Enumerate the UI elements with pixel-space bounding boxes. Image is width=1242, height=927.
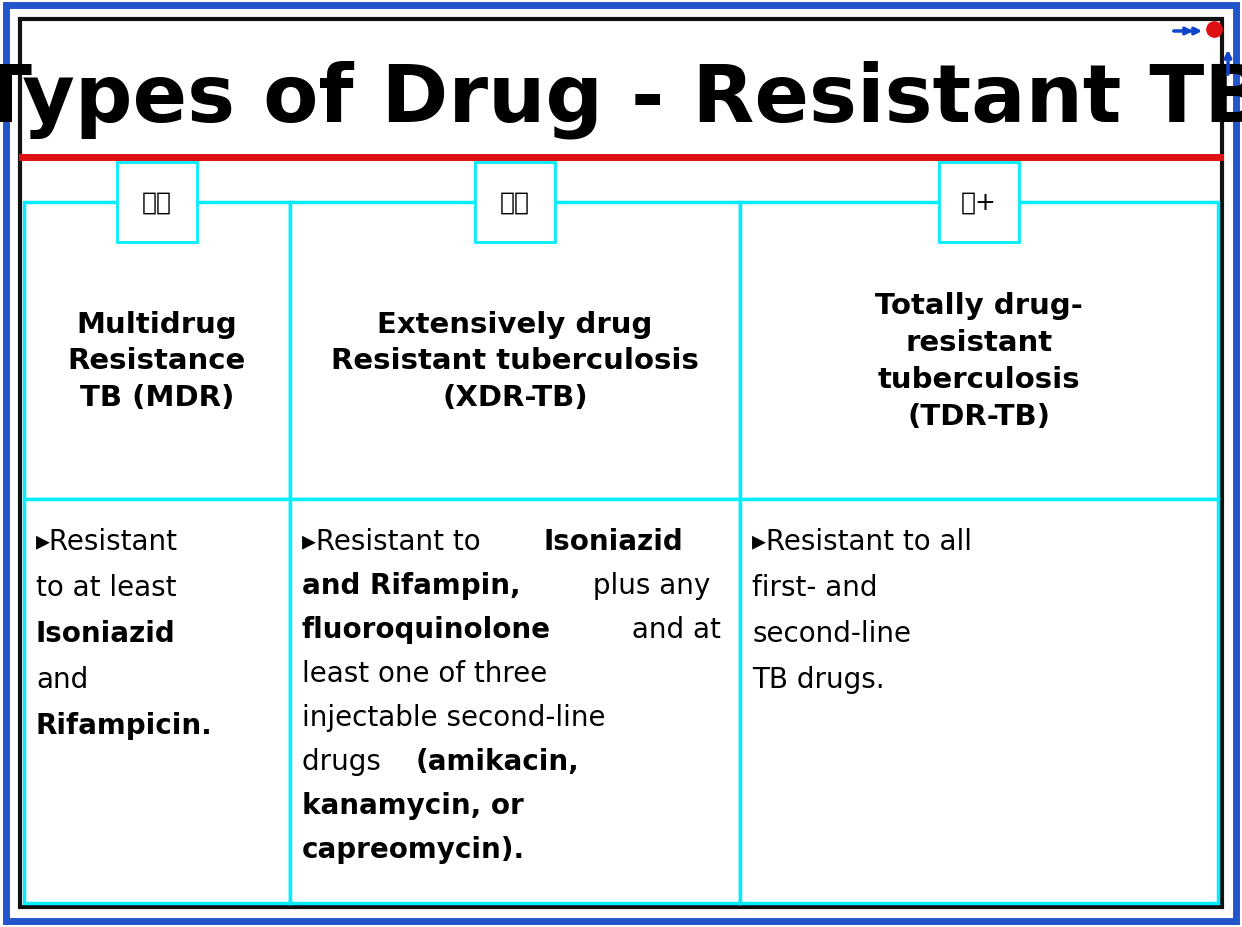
Text: capreomycin).: capreomycin). — [302, 835, 525, 863]
Text: Totally drug-
resistant
tuberculosis
(TDR-TB): Totally drug- resistant tuberculosis (TD… — [876, 292, 1083, 430]
Text: ▸Resistant: ▸Resistant — [36, 527, 178, 555]
Text: Isoniazid: Isoniazid — [544, 527, 683, 555]
Text: 💊🤲: 💊🤲 — [501, 191, 530, 215]
Text: kanamycin, or: kanamycin, or — [302, 791, 524, 819]
Text: ▸Resistant to: ▸Resistant to — [302, 527, 489, 555]
Text: TB drugs.: TB drugs. — [751, 666, 884, 693]
FancyBboxPatch shape — [289, 500, 740, 903]
Text: Isoniazid: Isoniazid — [36, 619, 176, 647]
Text: first- and: first- and — [751, 574, 878, 602]
Text: second-line: second-line — [751, 619, 910, 647]
Text: and Rifampin,: and Rifampin, — [302, 571, 520, 600]
FancyBboxPatch shape — [117, 163, 197, 243]
Text: Types of Drug - Resistant TB: Types of Drug - Resistant TB — [0, 60, 1242, 139]
Text: Multidrug
Resistance
TB (MDR): Multidrug Resistance TB (MDR) — [68, 311, 246, 412]
Text: plus any: plus any — [584, 571, 710, 600]
FancyBboxPatch shape — [24, 203, 289, 500]
Text: and: and — [36, 666, 88, 693]
Text: 💊+: 💊+ — [961, 191, 997, 215]
Text: drugs: drugs — [302, 747, 390, 775]
Text: fluoroquinolone: fluoroquinolone — [302, 616, 551, 643]
FancyBboxPatch shape — [24, 500, 289, 903]
Text: least one of three: least one of three — [302, 659, 548, 687]
Text: 🧪💊: 🧪💊 — [142, 191, 171, 215]
Text: (amikacin,: (amikacin, — [415, 747, 579, 775]
FancyBboxPatch shape — [6, 6, 1236, 921]
Text: Rifampicin.: Rifampicin. — [36, 711, 212, 739]
FancyBboxPatch shape — [474, 163, 555, 243]
Text: ▸Resistant to all: ▸Resistant to all — [751, 527, 972, 555]
FancyBboxPatch shape — [740, 500, 1218, 903]
Text: and at: and at — [623, 616, 722, 643]
FancyBboxPatch shape — [289, 203, 740, 500]
Text: Extensively drug
Resistant tuberculosis
(XDR-TB): Extensively drug Resistant tuberculosis … — [332, 311, 699, 412]
FancyBboxPatch shape — [939, 163, 1018, 243]
Text: to at least: to at least — [36, 574, 176, 602]
Text: injectable second-line: injectable second-line — [302, 704, 606, 731]
FancyBboxPatch shape — [20, 20, 1222, 907]
FancyBboxPatch shape — [740, 203, 1218, 500]
